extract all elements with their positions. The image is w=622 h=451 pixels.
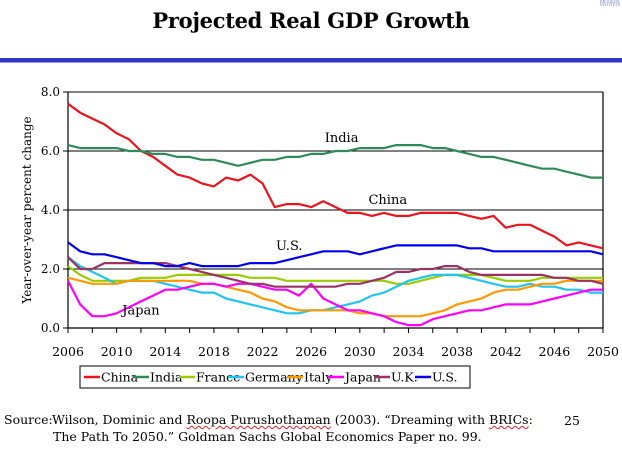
page-title: Projected Real GDP Growth: [152, 8, 470, 33]
gridlines: [68, 91, 603, 270]
legend-label: Italy: [304, 370, 333, 385]
annotation-label: India: [325, 131, 359, 146]
legend-label: China: [101, 370, 139, 385]
x-tick-label: 2022: [247, 344, 279, 359]
legend-label: Japan: [343, 370, 381, 385]
x-tick-label: 2006: [52, 344, 84, 359]
series-line-china: [67, 102, 604, 250]
x-tick-label: 2042: [490, 344, 522, 359]
y-tick-label: 2.0: [41, 262, 60, 276]
legend-label: India: [150, 370, 183, 385]
legend-label: Germany: [245, 370, 304, 385]
source-citation: Source:Wilson, Dominic and Roopa Purusho…: [4, 411, 533, 445]
citation-author: Roopa Purushothaman: [186, 412, 331, 427]
citation-bric: BRICs: [489, 412, 529, 427]
legend-label: U.S.: [432, 370, 457, 385]
x-tick-label: 2046: [538, 344, 570, 359]
x-tick-label: 2030: [344, 344, 376, 359]
legend-box: [79, 365, 471, 389]
legend-label: France: [196, 370, 241, 385]
citation-text: Wilson, Dominic and: [52, 412, 187, 427]
series-line-india: [67, 143, 603, 179]
x-tick-label: 2018: [198, 344, 230, 359]
y-tick-label: 6.0: [41, 144, 60, 158]
x-tick-label: 2014: [149, 344, 181, 359]
x-tick-label: 2034: [393, 344, 425, 359]
series-line-japan: [67, 280, 603, 327]
x-tick-label: 2050: [587, 344, 619, 359]
y-tick-label: 8.0: [41, 85, 60, 99]
brookings-logo: BROOKINGS INSTITUTION: [600, 0, 620, 6]
citation-line-2: The Path To 2050.” Goldman Sachs Global …: [53, 429, 482, 444]
y-tick-label: 4.0: [41, 203, 60, 217]
annotation-label: Japan: [120, 304, 160, 319]
citation-text: (2003). “Dreaming with: [330, 412, 490, 427]
legend: China India France Germany Italy Japan U.K. U.S…: [79, 365, 471, 389]
title-divider: [0, 58, 622, 63]
citation-text: :: [528, 412, 533, 427]
y-tick-label: 0.0: [41, 321, 60, 335]
legend-label: U.K.: [391, 370, 418, 385]
x-tick-label: 2026: [295, 344, 327, 359]
series-line-france: [67, 265, 603, 285]
annotation-label: U.S.: [276, 239, 302, 254]
source-label: Source:: [4, 412, 53, 427]
series-lines: [67, 102, 604, 327]
gdp-growth-chart: 0.0 2.0 4.0 6.0 8.0 2006 2010 2014 2018 2022 2026 2…: [20, 85, 619, 389]
series-line-us: [67, 241, 604, 268]
x-tick-label: 2038: [441, 344, 473, 359]
page-number: 25: [564, 413, 580, 428]
series-line-italy: [67, 276, 603, 318]
annotations: India China U.S. Japan: [120, 131, 407, 319]
x-tick-label: 2010: [101, 344, 133, 359]
annotation-label: China: [368, 193, 407, 208]
axes: 0.0 2.0 4.0 6.0 8.0 2006 2010 2014 2018 2022 2026 2…: [41, 85, 619, 359]
y-axis-label: Year-over-year percent change: [20, 116, 34, 304]
series-line-uk: [67, 256, 604, 288]
